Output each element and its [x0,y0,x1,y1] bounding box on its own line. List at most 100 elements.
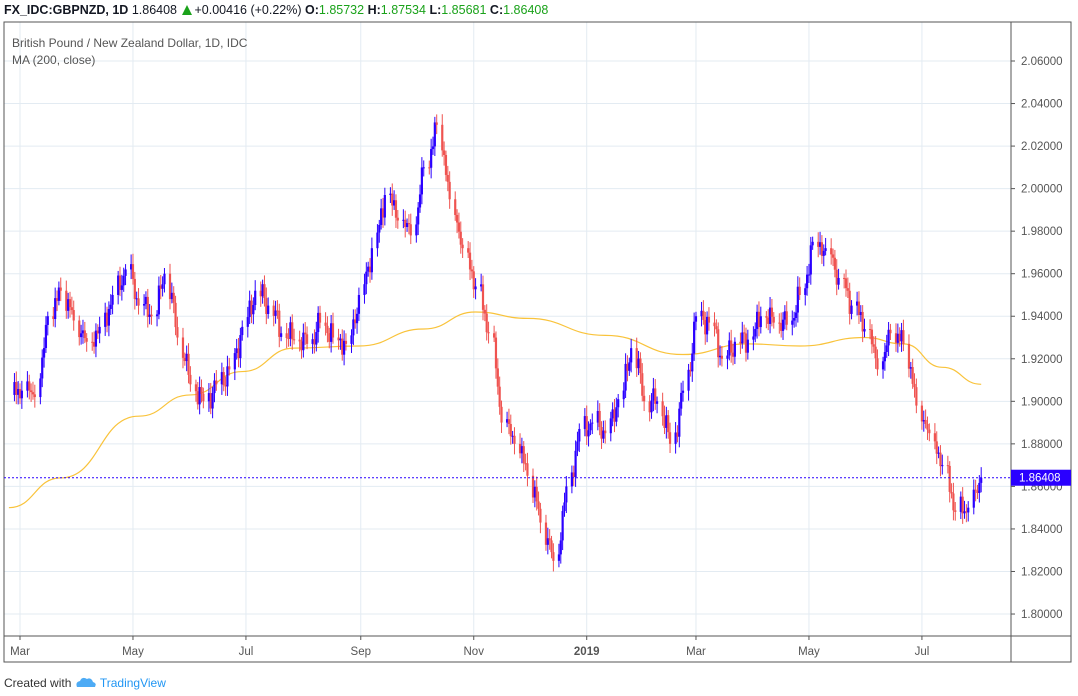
candle-body [298,339,301,342]
candle-body [948,465,951,492]
candle-body [185,353,188,362]
candle-body [341,338,344,355]
candle [637,350,640,376]
candle-body [954,510,957,512]
candle [246,306,249,338]
candle [368,258,372,283]
price-change: +0.00416 (+0.22%) [194,3,302,17]
candle-body [183,357,186,362]
candle-body [533,486,536,498]
candle [435,114,438,135]
candle-body [963,511,966,514]
candle [67,292,70,319]
candle [561,505,564,551]
candle [665,406,668,439]
candle [189,366,192,392]
indicator-label[interactable]: MA (200, close) [12,53,96,67]
low-label: L: [429,3,442,17]
candle [181,327,185,369]
candle-body [163,273,166,285]
candle [224,376,227,396]
candle-body [617,399,620,408]
candle [289,316,292,347]
candle-body [250,300,253,315]
candle [213,373,216,403]
candle [768,296,772,334]
candle-body [133,278,136,299]
candle-body [681,390,685,393]
candle [591,413,594,435]
candle-body [806,274,809,289]
candle-body [850,305,853,314]
candle [104,302,107,336]
candle-body [54,298,57,320]
candle [876,349,879,376]
candle-body [304,332,307,335]
candle [539,502,542,534]
candle-body [468,252,472,270]
candle-body [17,388,20,395]
candle [331,312,335,344]
candle-body [613,409,616,422]
candle [820,235,824,264]
candle-body [496,368,499,387]
candle-body [224,385,227,387]
candle-body [15,382,18,395]
candle-body [131,264,135,279]
candle-body [609,418,612,434]
candle [120,274,123,301]
candle-body [170,292,173,300]
candle [976,484,979,499]
candle-body [885,345,888,353]
candle [107,301,110,337]
candle [161,276,164,297]
candle [952,482,955,521]
candle-body [417,207,420,225]
candle [557,543,561,568]
candle [122,267,125,292]
candle [222,367,225,392]
candle [85,333,88,352]
high-value: 1.87534 [380,3,426,17]
candle-body [130,264,133,270]
candle-body [404,219,407,227]
candle-body [857,301,861,316]
candle-body [524,463,527,465]
candle [457,212,461,239]
y-tick-label: 1.96000 [1021,269,1063,281]
candle [211,386,214,419]
candle-body [483,309,486,314]
candle [287,328,290,347]
created-with-text: Created with [4,676,72,690]
x-tick-label: May [122,646,144,658]
candle [402,209,405,229]
candle-body [237,348,240,359]
tradingview-logo[interactable]: TradingView [99,676,166,690]
candle [913,373,916,398]
candle-body [759,316,762,328]
y-tick-label: 1.92000 [1021,354,1063,366]
candle-body [435,122,438,125]
candle-body [624,363,627,391]
candle-body [161,284,164,289]
candle [572,465,575,486]
candle [235,338,238,360]
candle [652,377,655,412]
candle [254,280,257,311]
candle [46,311,49,336]
candle-body [935,441,938,454]
candle-body [222,372,225,386]
candle-body [31,392,35,395]
ma-200-line [8,311,982,509]
candle-body [676,432,679,437]
candle-body [794,312,798,318]
candle [237,337,240,368]
candle-body [457,222,461,232]
candle-body [505,419,509,423]
candle-body [431,146,435,150]
candle-body [950,491,953,494]
candle [354,309,357,329]
candle-body [939,452,942,467]
candle [641,363,644,402]
